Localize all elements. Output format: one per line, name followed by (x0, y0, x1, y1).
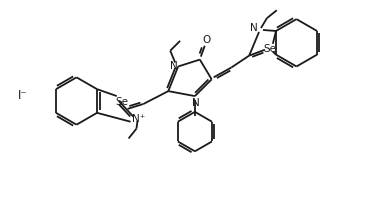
Text: N: N (250, 23, 258, 33)
Text: N⁺: N⁺ (132, 113, 145, 123)
Text: Se: Se (115, 96, 128, 106)
Text: I⁻: I⁻ (17, 88, 27, 101)
Text: N: N (170, 60, 178, 70)
Text: Se: Se (263, 43, 276, 53)
Text: N: N (192, 98, 200, 108)
Text: O: O (203, 35, 211, 45)
